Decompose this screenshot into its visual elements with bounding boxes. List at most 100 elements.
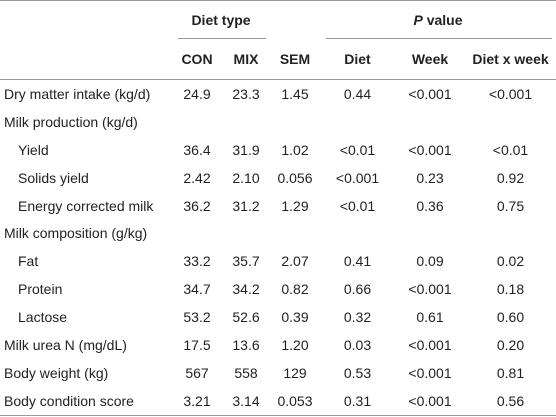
row-label: Milk composition (g/kg) bbox=[4, 225, 148, 242]
row-label: Lactose bbox=[18, 309, 68, 326]
table-row: Lactose 53.2 52.6 0.39 0.32 0.61 0.60 bbox=[0, 303, 556, 331]
table-row: Body weight (kg) 567 558 129 0.53 <0.001 0.81 bbox=[0, 359, 556, 387]
cell: 1.29 bbox=[281, 197, 309, 214]
cell: 0.92 bbox=[496, 169, 525, 186]
cell: 24.9 bbox=[183, 85, 211, 102]
cell: 0.41 bbox=[343, 253, 372, 270]
cell: 2.42 bbox=[183, 169, 211, 186]
empty-cell bbox=[172, 108, 556, 136]
cell: 0.053 bbox=[277, 392, 313, 409]
cell: 52.6 bbox=[232, 309, 260, 326]
column-header: CON bbox=[172, 39, 222, 80]
cell: <0.01 bbox=[492, 141, 529, 158]
cell: 0.36 bbox=[416, 197, 444, 214]
group-header-text: value bbox=[426, 12, 463, 28]
row-label: Dry matter intake (kg/d) bbox=[4, 85, 151, 102]
row-label: Milk urea N (mg/dL) bbox=[4, 336, 127, 353]
empty-cell bbox=[172, 219, 556, 247]
cell: 0.75 bbox=[496, 197, 525, 214]
empty-cell bbox=[0, 1, 172, 40]
cell: 34.2 bbox=[232, 281, 260, 298]
cell: 129 bbox=[283, 364, 307, 381]
cell: 0.09 bbox=[416, 253, 444, 270]
column-header: Diet x week bbox=[465, 39, 556, 80]
cell: <0.001 bbox=[488, 85, 533, 102]
cell: 0.23 bbox=[416, 169, 444, 186]
cell: 33.2 bbox=[183, 253, 211, 270]
cell: 31.2 bbox=[232, 197, 260, 214]
column-header: Diet bbox=[320, 39, 395, 80]
cell: 2.07 bbox=[281, 253, 309, 270]
cell: 1.45 bbox=[281, 85, 309, 102]
cell: 0.056 bbox=[277, 169, 313, 186]
cell: 3.21 bbox=[183, 392, 211, 409]
table-body: Dry matter intake (kg/d) 24.9 23.3 1.45 0.44… bbox=[0, 80, 556, 416]
table-row: Energy corrected milk 36.2 31.2 1.29 <0.01 0.… bbox=[0, 192, 556, 220]
cell: <0.001 bbox=[408, 85, 452, 102]
group-header: Diet type bbox=[172, 1, 270, 40]
cell: 0.53 bbox=[343, 364, 372, 381]
row-label: Fat bbox=[18, 253, 39, 270]
cell: 36.2 bbox=[183, 197, 211, 214]
header-row: CON MIX SEM Diet Week Diet x week bbox=[0, 39, 556, 80]
table-row: Fat 33.2 35.7 2.07 0.41 0.09 0.02 bbox=[0, 247, 556, 275]
cell: <0.01 bbox=[339, 141, 376, 158]
table-row: Body condition score 3.21 3.14 0.053 0.31 <0.… bbox=[0, 387, 556, 415]
row-label: Body condition score bbox=[4, 392, 134, 409]
row-label: Solids yield bbox=[18, 169, 89, 186]
row-label: Energy corrected milk bbox=[18, 197, 154, 214]
column-header: Week bbox=[395, 39, 465, 80]
cell: 0.66 bbox=[343, 281, 372, 298]
table-row: Protein 34.7 34.2 0.82 0.66 <0.001 0.18 bbox=[0, 275, 556, 303]
cell: 0.02 bbox=[496, 253, 525, 270]
cell: 2.10 bbox=[232, 169, 260, 186]
header-row: Diet type P value bbox=[0, 1, 556, 40]
table-row: Milk production (kg/d) bbox=[0, 108, 556, 136]
table-row: Solids yield 2.42 2.10 0.056 <0.001 0.23 0.92 bbox=[0, 164, 556, 192]
table-row: Milk urea N (mg/dL) 17.5 13.6 1.20 0.03 <0.00… bbox=[0, 331, 556, 359]
cell: 35.7 bbox=[232, 253, 260, 270]
cell: 0.44 bbox=[343, 85, 372, 102]
empty-cell bbox=[270, 1, 320, 40]
cell: 0.20 bbox=[496, 336, 525, 353]
table-row: Yield 36.4 31.9 1.02 <0.01 <0.001 <0.01 bbox=[0, 136, 556, 164]
cell: 0.03 bbox=[343, 336, 372, 353]
cell: 13.6 bbox=[232, 336, 260, 353]
row-label: Protein bbox=[18, 281, 63, 298]
cell: 0.39 bbox=[281, 309, 309, 326]
cell: 0.31 bbox=[343, 392, 372, 409]
cell: 0.61 bbox=[416, 309, 444, 326]
row-label: Milk production (kg/d) bbox=[4, 113, 138, 130]
cell: 31.9 bbox=[232, 141, 260, 158]
cell: 17.5 bbox=[183, 336, 211, 353]
cell: 23.3 bbox=[232, 85, 260, 102]
table-row: Milk composition (g/kg) bbox=[0, 219, 556, 247]
cell: <0.001 bbox=[408, 364, 452, 381]
italic-p: P bbox=[413, 12, 423, 28]
row-label: Body weight (kg) bbox=[4, 364, 109, 381]
empty-cell bbox=[0, 39, 172, 80]
cell: 1.02 bbox=[281, 141, 309, 158]
cell: <0.001 bbox=[408, 392, 452, 409]
row-label: Yield bbox=[18, 141, 49, 158]
group-header: P value bbox=[320, 1, 556, 40]
cell: 0.56 bbox=[496, 392, 525, 409]
cell: 0.81 bbox=[496, 364, 525, 381]
cell: 0.60 bbox=[496, 309, 525, 326]
cell: <0.001 bbox=[408, 336, 452, 353]
cell: 0.82 bbox=[281, 281, 309, 298]
cell: <0.001 bbox=[335, 169, 380, 186]
cell: 36.4 bbox=[183, 141, 211, 158]
cell: 53.2 bbox=[183, 309, 211, 326]
cell: 1.20 bbox=[281, 336, 309, 353]
cell: 567 bbox=[185, 364, 209, 381]
cell: 0.32 bbox=[343, 309, 372, 326]
cell: <0.001 bbox=[408, 141, 452, 158]
cell: 3.14 bbox=[232, 392, 260, 409]
cell: 0.18 bbox=[496, 281, 525, 298]
cell: <0.01 bbox=[339, 197, 376, 214]
cell: 558 bbox=[234, 364, 258, 381]
column-header: MIX bbox=[222, 39, 270, 80]
